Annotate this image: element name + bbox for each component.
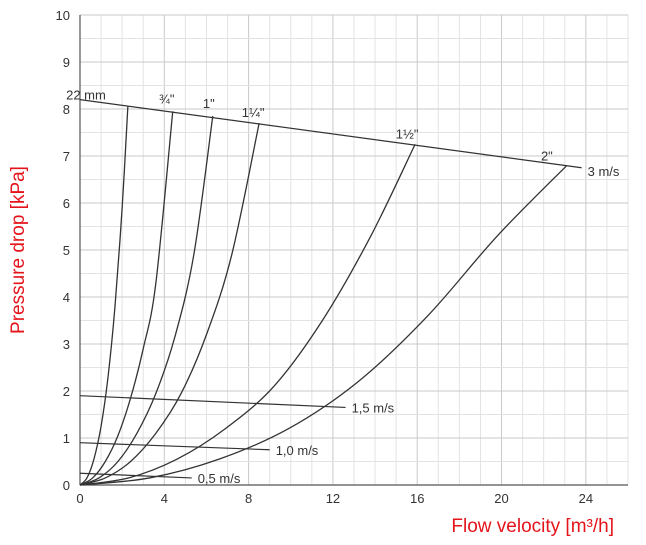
series-label: ¾" (159, 91, 175, 106)
x-tick-label: 16 (410, 491, 424, 506)
velocity-line (79, 442, 270, 451)
series-line (79, 164, 568, 486)
velocity-label: 1,5 m/s (352, 400, 395, 415)
y-tick-label: 8 (63, 102, 70, 117)
series-label: 22 mm (66, 88, 106, 103)
series-label: 1½" (396, 126, 419, 141)
x-tick-label: 20 (494, 491, 508, 506)
y-tick-label: 9 (63, 55, 70, 70)
y-tick-label: 5 (63, 243, 70, 258)
y-tick-label: 7 (63, 149, 70, 164)
x-tick-label: 8 (245, 491, 252, 506)
pipe-curves (79, 106, 568, 486)
x-tick-label: 4 (161, 491, 168, 506)
velocity-label: 3 m/s (588, 164, 620, 179)
series-line (79, 143, 416, 486)
series-label: 1" (203, 96, 215, 111)
series-line (79, 111, 174, 486)
x-tick-label: 12 (326, 491, 340, 506)
x-tick-label: 0 (76, 491, 83, 506)
x-axis-title: Flow velocity [m³/h] (451, 516, 614, 537)
velocity-line (79, 395, 346, 409)
y-tick-label: 3 (63, 337, 70, 352)
y-tick-label: 4 (63, 290, 70, 305)
axes (79, 15, 628, 486)
velocity-line (79, 99, 582, 169)
x-tick-label: 24 (579, 491, 593, 506)
series-line (79, 115, 214, 486)
series-line (79, 122, 260, 486)
series-label: 1¼" (242, 105, 265, 120)
velocity-label: 0,5 m/s (198, 471, 241, 486)
y-tick-label: 1 (63, 431, 70, 446)
series-line (79, 106, 129, 486)
series-label: 2" (541, 148, 553, 163)
velocity-label: 1,0 m/s (276, 443, 319, 458)
grid (79, 14, 629, 486)
y-tick-label: 6 (63, 196, 70, 211)
y-axis-title: Pressure drop [kPa] (8, 166, 29, 334)
curve-labels: 3 m/s 1,5 m/s 1,0 m/s 0,5 m/s 22 mm ¾" 1" 1¼" 1½… (66, 88, 620, 486)
y-tick-label: 0 (63, 478, 70, 493)
y-tick-label: 10 (56, 8, 70, 23)
y-tick-label: 2 (63, 384, 70, 399)
